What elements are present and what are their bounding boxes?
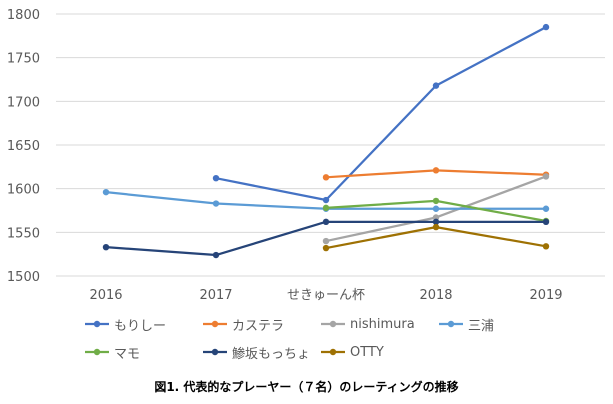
legend-marker-icon xyxy=(85,348,109,356)
figure-caption: 図1. 代表的なプレーヤー（７名）のレーティングの推移 xyxy=(154,380,459,394)
data-point xyxy=(212,174,220,182)
legend-label: もりしー xyxy=(114,318,167,334)
legend-item: 鯵坂もっちょ xyxy=(202,342,320,362)
data-point xyxy=(432,197,440,205)
data-point xyxy=(322,218,330,226)
series-line xyxy=(215,26,547,202)
series xyxy=(322,223,550,252)
legend-label: OTTY xyxy=(350,344,384,360)
x-tick-label: 2017 xyxy=(199,288,232,303)
data-point xyxy=(322,204,330,212)
y-axis-ticks: 1500 1550 1600 1650 1700 1750 1800 xyxy=(7,8,40,285)
legend-label: マモ xyxy=(114,346,141,362)
data-point xyxy=(432,167,440,174)
data-point xyxy=(432,223,440,231)
legend-item: マモ xyxy=(84,342,202,362)
data-point xyxy=(542,243,550,250)
legend-item: もりしー xyxy=(84,314,202,334)
legend-marker-icon xyxy=(321,348,345,356)
line-chart-plot: 1500 1550 1600 1650 1700 1750 1800 2016 2017 せきゅ… xyxy=(7,8,605,303)
data-point xyxy=(542,23,550,31)
legend-marker-icon xyxy=(321,320,345,328)
y-tick-label: 1550 xyxy=(7,226,40,241)
legend-label: カステラ xyxy=(232,318,285,334)
data-point xyxy=(212,200,220,207)
y-tick-label: 1600 xyxy=(7,183,40,198)
data-point xyxy=(102,188,110,196)
gridlines xyxy=(56,13,605,277)
series xyxy=(212,23,550,204)
data-point xyxy=(542,218,550,226)
data-point xyxy=(432,205,440,212)
data-point xyxy=(322,174,330,181)
y-tick-label: 1700 xyxy=(7,95,40,110)
data-point xyxy=(542,173,550,180)
x-tick-label: 2016 xyxy=(89,288,122,303)
data-point xyxy=(432,218,440,226)
legend-label: nishimura xyxy=(350,316,415,332)
data-point xyxy=(432,82,440,89)
data-point xyxy=(102,243,110,251)
x-axis-ticks: 2016 2017 せきゅーん杯 2018 2019 xyxy=(89,288,562,303)
data-point xyxy=(322,244,330,252)
data-point xyxy=(212,251,220,259)
y-tick-label: 1800 xyxy=(7,8,40,23)
series xyxy=(102,218,550,259)
x-tick-label: せきゅーん杯 xyxy=(287,288,365,303)
legend-marker-icon xyxy=(85,320,109,328)
y-tick-label: 1650 xyxy=(7,139,40,154)
y-tick-label: 1500 xyxy=(7,270,40,285)
data-point xyxy=(322,196,330,204)
legend-item: 三浦 xyxy=(438,314,556,334)
legend-marker-icon xyxy=(439,320,463,328)
data-point xyxy=(542,205,550,212)
legend-item: カステラ xyxy=(202,314,320,334)
legend: もりしー カステラ nishimura 三浦マモ 鯵坂もっちょ OTTY xyxy=(84,314,604,362)
x-tick-label: 2018 xyxy=(419,288,452,303)
legend-label: 鯵坂もっちょ xyxy=(232,346,311,362)
x-tick-label: 2019 xyxy=(529,288,562,303)
legend-item: OTTY xyxy=(320,342,438,362)
y-tick-label: 1750 xyxy=(7,52,40,67)
legend-marker-icon xyxy=(203,320,227,328)
data-point xyxy=(322,237,330,245)
series-lines xyxy=(102,23,550,259)
legend-item: nishimura xyxy=(320,314,438,334)
legend-marker-icon xyxy=(203,348,227,356)
legend-label: 三浦 xyxy=(468,318,495,334)
